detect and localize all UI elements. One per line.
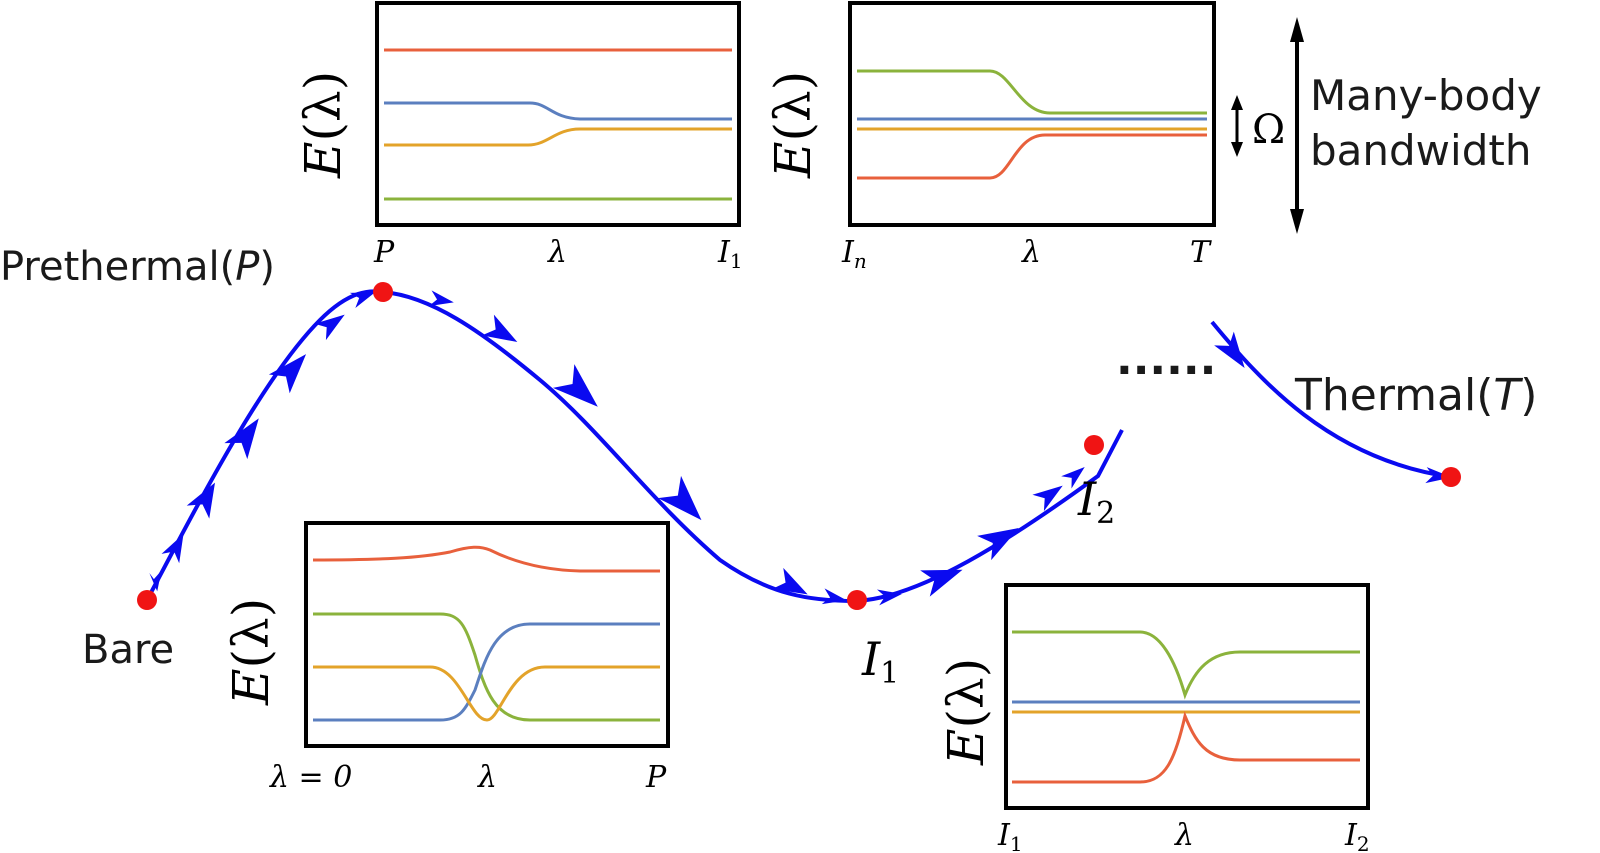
level-blue <box>313 622 660 722</box>
level-green <box>857 69 1207 115</box>
label-bare: Bare <box>82 627 174 673</box>
tick-left: λ = 0 <box>269 760 352 795</box>
bandwidth-double-arrow <box>1290 17 1304 234</box>
plot-frame <box>848 1 1216 227</box>
level-orange <box>313 665 660 722</box>
flow-arrowheads <box>149 290 1452 606</box>
tick-mid: λ <box>1174 818 1194 853</box>
arrow-icon <box>920 569 963 597</box>
ellipsis-continuation: ...... <box>1116 334 1216 385</box>
ylabel-e-lambda: E(λ) <box>222 598 280 706</box>
arrow-icon <box>821 588 847 605</box>
tick-mid: λ <box>477 760 497 795</box>
arrow-icon <box>552 364 598 407</box>
omega-double-arrow <box>1231 95 1243 157</box>
tick-mid: λ <box>547 235 567 270</box>
tick-mid: λ <box>1021 235 1041 270</box>
inset-i1-to-i2: E(λ) I1 λ I2 <box>937 583 1370 853</box>
arrow-icon <box>268 354 307 394</box>
arrow-icon <box>772 567 808 595</box>
level-blue <box>384 101 732 121</box>
arrow-icon <box>149 567 164 592</box>
tick-right: P <box>645 760 667 795</box>
arrow-icon <box>876 589 902 606</box>
arrow-icon <box>161 533 184 564</box>
node-thermal <box>1441 467 1461 487</box>
arrow-icon <box>977 528 1019 561</box>
level-orange <box>384 127 732 147</box>
inset-p-to-i1: E(λ) P λ I1 <box>294 1 743 273</box>
tick-right: I2 <box>1344 818 1370 853</box>
tick-right: I1 <box>717 235 743 273</box>
tick-left: I1 <box>997 818 1023 853</box>
plot-frame <box>1004 583 1370 810</box>
node-prethermal <box>373 282 393 302</box>
flow-path-main <box>145 289 1124 604</box>
node-i2 <box>1084 435 1104 455</box>
arrow-icon <box>657 475 702 521</box>
level-green <box>313 612 660 722</box>
inset-in-to-t: E(λ) In λ T <box>764 1 1216 273</box>
node-i1 <box>847 590 867 610</box>
arrow-icon <box>224 418 259 460</box>
arrow-icon <box>428 290 454 307</box>
label-i2: I2 <box>1077 472 1115 531</box>
tick-left: In <box>841 235 867 273</box>
ylabel-e-lambda: E(λ) <box>294 71 352 179</box>
label-thermal: Thermal(T) <box>1294 370 1537 421</box>
tick-left: P <box>373 235 395 270</box>
omega-symbol: Ω <box>1252 107 1285 153</box>
plot-frame <box>304 521 670 748</box>
ylabel-e-lambda: E(λ) <box>937 658 995 766</box>
level-red <box>857 133 1207 180</box>
bandwidth-label-line1: Many-body <box>1310 71 1542 120</box>
label-i1: I1 <box>861 632 899 691</box>
label-prethermal: Prethermal(P) <box>0 244 275 290</box>
arrow-icon <box>1032 485 1063 512</box>
arrow-icon <box>481 314 518 342</box>
bandwidth-annotation: Ω Many-body bandwidth <box>1231 17 1542 234</box>
bandwidth-label-line2: bandwidth <box>1310 126 1531 175</box>
rg-flow-curve: ...... <box>137 282 1461 610</box>
level-red <box>1012 711 1360 784</box>
tick-right: T <box>1190 235 1212 270</box>
arrow-icon <box>1425 467 1452 484</box>
level-red <box>312 545 660 573</box>
arrow-icon <box>1061 467 1085 489</box>
inset-bare-to-p: E(λ) λ = 0 λ P <box>222 521 670 795</box>
arrow-icon <box>1214 331 1245 369</box>
ylabel-e-lambda: E(λ) <box>764 71 822 179</box>
arrow-icon <box>349 292 376 308</box>
plot-frame <box>375 1 741 227</box>
level-green <box>1012 630 1360 700</box>
arrow-icon <box>314 314 345 341</box>
arrow-icon <box>186 482 215 519</box>
node-bare <box>137 590 157 610</box>
